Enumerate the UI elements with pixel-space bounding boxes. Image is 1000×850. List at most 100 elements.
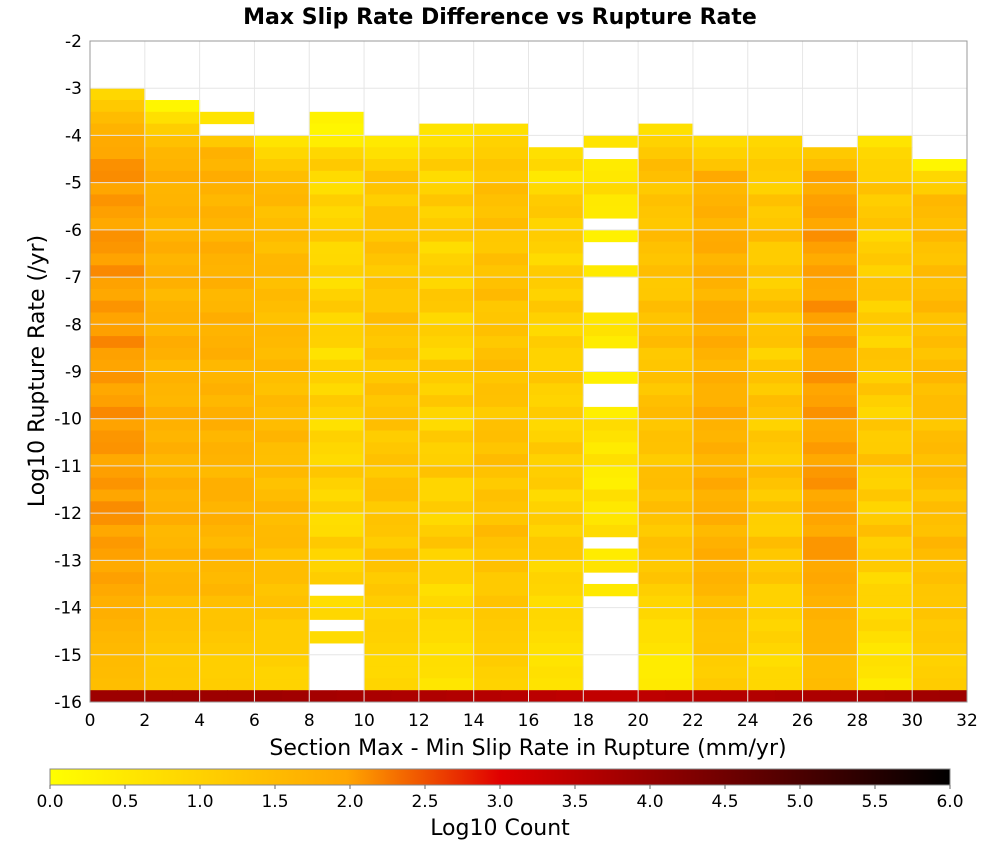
- heatmap-cell: [309, 253, 365, 266]
- heatmap-cell: [144, 147, 201, 160]
- heatmap-cell: [90, 241, 146, 254]
- heatmap-cell: [912, 619, 968, 632]
- heatmap-cell: [583, 206, 639, 219]
- heatmap-cell: [199, 229, 255, 243]
- heatmap-cell-bottom: [309, 690, 338, 702]
- heatmap-cell: [418, 194, 475, 207]
- heatmap-cell: [144, 229, 201, 243]
- heatmap-cell: [199, 347, 255, 361]
- heatmap-cell: [90, 300, 146, 313]
- heatmap-cell: [692, 406, 749, 420]
- heatmap-cell: [199, 111, 255, 125]
- heatmap-cell: [90, 642, 146, 656]
- heatmap-cell: [90, 347, 146, 361]
- heatmap-cell: [309, 572, 365, 585]
- heatmap-cell: [144, 442, 201, 455]
- heatmap-cell: [144, 218, 201, 231]
- heatmap-cell: [473, 442, 529, 455]
- heatmap-cell: [418, 371, 475, 384]
- heatmap-cell-bottom: [720, 690, 749, 702]
- heatmap-cell: [144, 406, 201, 420]
- heatmap-cell: [144, 430, 201, 443]
- heatmap-cell: [583, 501, 639, 514]
- heatmap-cell: [747, 300, 804, 313]
- heatmap-cell: [199, 265, 255, 278]
- heatmap-cell: [857, 347, 913, 361]
- grid-lines: [90, 41, 967, 702]
- heatmap-cell: [144, 123, 201, 136]
- heatmap-cell: [857, 548, 913, 561]
- heatmap-cell: [90, 324, 146, 337]
- heatmap-cell: [638, 631, 694, 644]
- heatmap-cell: [364, 218, 420, 231]
- heatmap-cell: [199, 501, 255, 514]
- heatmap-cell: [309, 454, 365, 467]
- heatmap-cell-bottom: [802, 690, 831, 702]
- heatmap-cell-bottom: [638, 690, 667, 702]
- heatmap-cell: [418, 359, 475, 372]
- heatmap-cell: [418, 253, 475, 266]
- heatmap-cell-bottom: [364, 690, 392, 702]
- heatmap-cell: [802, 147, 858, 160]
- heatmap-cell: [364, 418, 420, 432]
- heatmap-cell: [802, 477, 858, 491]
- heatmap-cell: [90, 607, 146, 620]
- heatmap-cell: [528, 418, 584, 432]
- heatmap-cell: [473, 300, 529, 313]
- heatmap-cell: [857, 572, 913, 585]
- heatmap-cell: [583, 406, 639, 420]
- heatmap-cell: [912, 324, 968, 337]
- heatmap-cell: [857, 619, 913, 632]
- heatmap-cell: [254, 312, 310, 325]
- heatmap-cell: [254, 194, 310, 207]
- heatmap-cell: [857, 524, 913, 538]
- heatmap-cell: [254, 406, 310, 420]
- heatmap-cell: [254, 324, 310, 337]
- heatmap-cell: [528, 383, 584, 396]
- heatmap-cell: [912, 666, 968, 679]
- heatmap-cell: [144, 300, 201, 313]
- heatmap-cell: [254, 277, 310, 290]
- heatmap-cell: [364, 277, 420, 290]
- heatmap-cell-bottom: [473, 690, 502, 702]
- heatmap-cell: [857, 359, 913, 372]
- x-tick-label: 18: [572, 711, 594, 731]
- heatmap-cell: [199, 182, 255, 195]
- heatmap-cell: [912, 678, 968, 691]
- heatmap-cell: [473, 619, 529, 632]
- heatmap-cell: [857, 395, 913, 408]
- heatmap-cell: [857, 489, 913, 502]
- heatmap-cell: [912, 513, 968, 526]
- heatmap-cell: [802, 619, 858, 632]
- heatmap-cell: [528, 359, 584, 372]
- heatmap-cell: [254, 465, 310, 479]
- x-axis-label: Section Max - Min Slip Rate in Rupture (…: [269, 736, 786, 761]
- heatmap-cell: [90, 135, 146, 148]
- colorbar-tick-label: 6.0: [936, 792, 963, 812]
- heatmap-cell: [692, 678, 749, 691]
- heatmap-cell: [802, 595, 858, 609]
- heatmap-cell: [747, 607, 804, 620]
- heatmap-cell: [857, 465, 913, 479]
- heatmap-cell: [747, 477, 804, 491]
- heatmap-cell: [638, 383, 694, 396]
- colorbar-tick-label: 3.5: [561, 792, 588, 812]
- heatmap-cell: [473, 229, 529, 243]
- heatmap-cell: [199, 395, 255, 408]
- heatmap-cell: [418, 654, 475, 668]
- heatmap-cell: [802, 654, 858, 668]
- heatmap-cell: [418, 666, 475, 679]
- heatmap-cell: [692, 194, 749, 207]
- heatmap-cell: [692, 170, 749, 184]
- heatmap-cell: [747, 513, 804, 526]
- heatmap-cell: [638, 336, 694, 349]
- heatmap-cell: [638, 524, 694, 538]
- x-axis-ticks: 0 2 4 6 8 10 12 14 16 18 20 22 24 26 28 30 32: [85, 711, 978, 731]
- heatmap-cell: [418, 454, 475, 467]
- heatmap-cell: [747, 501, 804, 514]
- heatmap-cell: [144, 395, 201, 408]
- heatmap-cell: [309, 442, 365, 455]
- heatmap-cell: [418, 678, 475, 691]
- heatmap-cell: [802, 572, 858, 585]
- heatmap-cell: [692, 135, 749, 148]
